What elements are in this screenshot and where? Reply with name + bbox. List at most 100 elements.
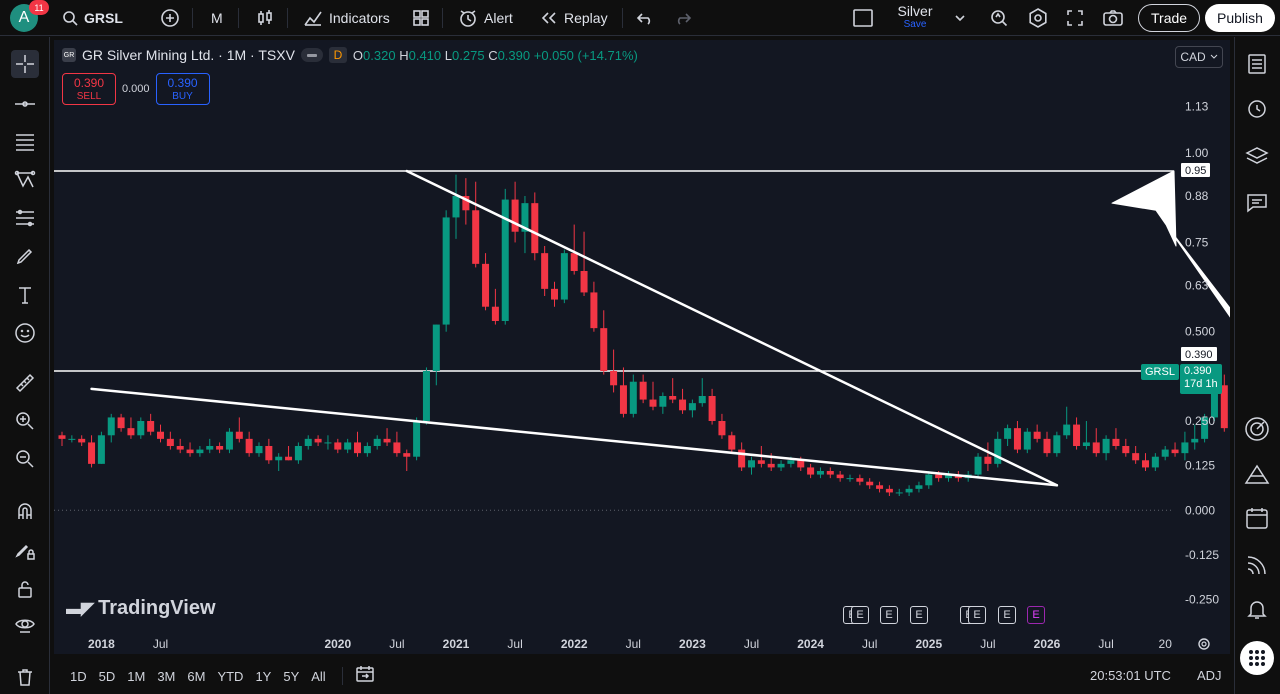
timeframe-all[interactable]: All [311,668,326,684]
timeframe-1y[interactable]: 1Y [255,668,272,684]
streams-button[interactable] [1243,551,1271,579]
buy-button[interactable]: 0.390 BUY [155,73,210,105]
earnings-marker-upcoming[interactable]: E [1027,606,1045,624]
trade-button[interactable]: Trade [1138,0,1201,36]
layout-save-label[interactable]: Save [903,19,927,30]
screenshot-button[interactable] [1102,0,1124,36]
candle-body [491,306,499,321]
candle [275,453,283,471]
measure-tool[interactable] [11,369,39,397]
stay-drawing-tool[interactable] [11,537,39,565]
candle-body [560,253,568,300]
layout-checkbox[interactable] [853,0,873,36]
candle-body [876,485,884,489]
timeframe-1m[interactable]: 1M [127,668,146,684]
calendar-button[interactable] [1243,504,1271,532]
timeframe-5d[interactable]: 5D [98,668,116,684]
layout-menu-button[interactable] [954,0,966,36]
earnings-marker[interactable]: E [968,606,986,624]
date-range-button[interactable] [355,665,375,688]
fib-tool[interactable] [11,128,39,156]
notifications-button[interactable] [1243,595,1271,623]
candle-body [1132,453,1140,461]
candle [413,417,421,461]
zoom-out-icon [16,450,34,468]
alerts-panel-button[interactable] [1243,94,1271,122]
redo-button[interactable] [674,0,692,36]
undo-button[interactable] [636,0,654,36]
timeframe-1d[interactable]: 1D [70,668,87,684]
candle-body [68,438,76,440]
layout-name[interactable]: Silver [897,3,933,19]
earnings-marker[interactable]: E [880,606,898,624]
candle [166,431,174,450]
indicators-button[interactable]: Indicators [303,0,390,36]
symbol-legend[interactable]: GR GR Silver Mining Ltd. · 1M · TSXV D O… [62,47,638,63]
timeframe-6m[interactable]: 6M [187,668,206,684]
compare-button[interactable] [160,0,180,36]
candle [1053,431,1061,457]
trend-line-tool[interactable] [11,90,39,118]
pencil-lock-icon [15,544,35,560]
candle-body [383,438,391,443]
calendar-icon [1246,508,1268,529]
target-button[interactable] [1243,415,1271,443]
earnings-marker[interactable]: E [998,606,1016,624]
adjust-toggle[interactable]: ADJ [1197,668,1222,683]
layouts-button[interactable] [412,0,430,36]
zoom-in-tool[interactable] [11,407,39,435]
watchlist-button[interactable] [1243,50,1271,78]
candle-body [866,481,874,486]
time-axis-label: 2026 [1034,637,1061,651]
chats-button[interactable] [1243,189,1271,217]
sell-button[interactable]: 0.390 SELL [62,73,116,105]
ideas-button[interactable] [1243,460,1271,488]
candle-body [1102,438,1110,454]
zoom-out-tool[interactable] [11,445,39,473]
timeframe-3m[interactable]: 3M [157,668,176,684]
candle-body [600,328,608,371]
brush-tool[interactable] [11,242,39,270]
remove-drawings-tool[interactable] [11,663,39,691]
candle [304,435,312,450]
candle [856,474,864,486]
symbol-search-button[interactable]: GRSL [62,0,123,36]
publish-button[interactable]: Publish [1205,0,1275,36]
chart-pane[interactable]: 1.13 1.00 0.88 0.75 0.63 0.500 0.250 0.125 0.000… [54,40,1230,654]
icon-tool[interactable] [11,319,39,347]
pattern-tool[interactable] [11,166,39,194]
candle-body [698,396,706,404]
fullscreen-button[interactable] [1066,0,1084,36]
utc-clock[interactable]: 20:53:01 UTC [1090,668,1171,683]
chart-type-button[interactable] [256,0,274,36]
candle-body [304,438,312,446]
smiley-icon [15,323,35,343]
magnet-tool[interactable] [11,497,39,525]
crosshair-tool[interactable] [11,50,39,78]
candle-body [97,435,105,464]
hide-drawings-tool[interactable] [11,611,39,639]
fullscreen-icon [1067,10,1083,26]
earnings-marker[interactable]: E [910,606,928,624]
alert-button[interactable]: Alert [458,0,513,36]
timeframe-5y[interactable]: 5Y [283,668,300,684]
quick-search-button[interactable] [989,0,1009,36]
chat-icon [1247,194,1267,213]
text-tool[interactable] [11,281,39,309]
candle-body [334,442,342,450]
price-chart[interactable]: 1.13 1.00 0.88 0.75 0.63 0.500 0.250 0.125 0.000… [54,40,1230,654]
candle [344,438,352,454]
object-tree-button[interactable] [1243,142,1271,170]
currency-select[interactable]: CAD [1175,46,1223,68]
apps-button[interactable] [1240,641,1274,675]
interval-button[interactable]: M [211,0,223,36]
candle [97,431,105,464]
replay-button[interactable]: Replay [540,0,608,36]
settings-button[interactable] [1028,0,1048,36]
visibility-toggle[interactable] [300,48,323,62]
candle [354,431,361,457]
projection-tool[interactable] [11,204,39,232]
earnings-marker[interactable]: E [851,606,869,624]
timeframe-ytd[interactable]: YTD [217,668,244,684]
lock-tool[interactable] [11,575,39,603]
